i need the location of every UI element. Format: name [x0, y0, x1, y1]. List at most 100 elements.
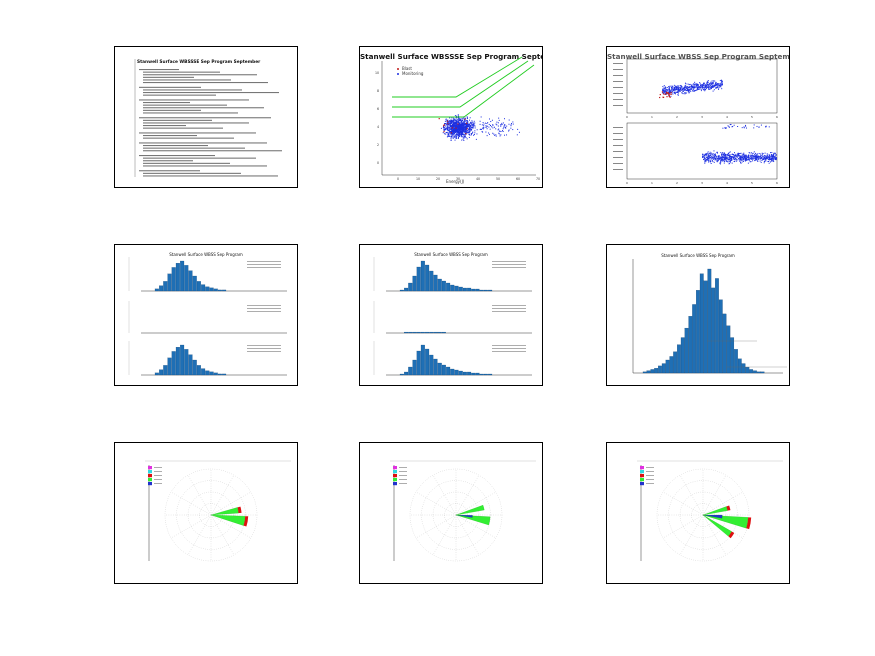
scatter-split-bottom-top-point-1: [743, 126, 745, 128]
scatter-main-highlight-4: [465, 122, 468, 125]
scatter-split-bottom-point-502: [732, 154, 734, 156]
scatter-split-bottom-point-429: [774, 159, 776, 161]
rose-3-wedge-0: [702, 514, 749, 529]
scatter-main-point-77: [452, 135, 454, 137]
scatter-split-top-point-352: [709, 84, 711, 86]
scatter-split-bottom-point-139: [748, 152, 750, 154]
hist-1-chart: [128, 257, 287, 376]
rose-3-legend-text-1: [646, 471, 654, 472]
scatter-main-point-446: [460, 118, 462, 120]
scatter-split-top-point-217: [721, 84, 723, 86]
scatter-main-point-851: [459, 133, 461, 135]
scatter-split-top-point-1: [667, 90, 669, 92]
scatter-main-point-541: [467, 130, 469, 132]
scatter-split-top-point-284: [688, 86, 690, 88]
scatter-main-point-612: [474, 125, 476, 127]
scatter-main-point-795: [463, 129, 465, 131]
hist-1-bar-0-13: [209, 287, 214, 292]
scatter-main-point-101: [500, 125, 502, 127]
scatter-main-point-405: [449, 131, 451, 133]
scatter-split-bottom-point-472: [759, 157, 761, 159]
scatter-main-point-616: [474, 132, 476, 134]
scatter-split-bottom-point-450: [737, 159, 739, 161]
scatter-main-point-501: [453, 135, 455, 137]
scatter-split-bottom-point-525: [718, 155, 720, 157]
scatter-main-point-961: [461, 128, 463, 130]
scatter-split-top-point-434: [677, 85, 679, 87]
scatter-split-top-point-491: [700, 87, 702, 89]
scatter-main-xlabel: Energy(J): [446, 179, 465, 184]
scatter-split-top-point-437: [705, 85, 707, 87]
scatter-main-point-1065: [457, 135, 459, 137]
scatter-main-point-636: [496, 121, 498, 123]
scatter-main-point-1034: [448, 127, 450, 129]
scatter-split-bottom-point-378: [737, 157, 739, 159]
scatter-main-point-974: [452, 128, 454, 130]
scatter-split-top-point-336: [715, 87, 717, 89]
scatter-main-legend-0: Blast: [402, 66, 412, 71]
scatter-split-bottom-point-286: [711, 160, 713, 162]
scatter-split-bottom-point-241: [728, 158, 730, 160]
hist-1-legend-line-2-2: [247, 351, 281, 352]
rose-1-panel: [114, 442, 298, 584]
scatter-split-top-hl-1: [666, 93, 668, 95]
scatter-split-bottom-point-155: [764, 155, 766, 157]
rose-3-panel: [606, 442, 790, 584]
scatter-main-xtick-2: 20: [436, 177, 440, 181]
scatter-split-top-point-422: [674, 89, 676, 91]
scatter-split-bottom-point-576: [755, 155, 757, 157]
scatter-split-bottom-top-point-7: [728, 126, 730, 128]
scatter-split-top-point-31: [697, 85, 699, 87]
scatter-main-point-1086: [463, 117, 465, 119]
scatter-main-point-42: [449, 117, 451, 119]
summary-line-0: [139, 69, 179, 71]
scatter-split-top-point-226: [675, 91, 677, 93]
scatter-split-top-point-204: [664, 86, 666, 88]
scatter-main-point-819: [461, 134, 463, 136]
scatter-split-bottom-point-102: [727, 161, 729, 163]
rose-2-legend-swatch-1: [393, 470, 397, 474]
scatter-main-point-688: [452, 123, 454, 125]
summary-line-24: [139, 142, 267, 144]
rose-2-wedge-1: [455, 505, 485, 516]
scatter-main-point-407: [510, 125, 512, 127]
scatter-main-title: Stanwell Surface WBSSSE Sep Program Sept…: [360, 52, 542, 61]
scatter-split-bottom-point-137: [733, 154, 735, 156]
scatter-split-bottom-point-540: [744, 155, 746, 157]
scatter-split-bottom-point-536: [769, 156, 771, 158]
scatter-split-bottom-top-point-9: [745, 125, 747, 127]
hist-3-bar-16: [703, 280, 708, 374]
rose-2-legend-text-0: [399, 467, 407, 468]
scatter-main-point-376: [448, 133, 450, 135]
scatter-main-point-889: [510, 127, 512, 129]
scatter-split-top-point-146: [702, 86, 704, 88]
scatter-split-bottom-point-660: [750, 156, 752, 158]
scatter-split-bottom-point-595: [702, 154, 704, 156]
scatter-main-highlight-2: [450, 132, 452, 134]
summary-line-31: [143, 162, 230, 164]
scatter-main-point-1057: [450, 123, 452, 125]
scatter-split-top-point-488: [683, 87, 685, 89]
scatter-split-bottom-point-354: [742, 157, 744, 159]
scatter-main-point-323: [459, 122, 461, 124]
scatter-split-top-point-212: [687, 83, 689, 85]
scatter-split-top-point-125: [683, 88, 685, 90]
scatter-split-bottom-point-425: [743, 158, 745, 160]
scatter-split-top-point-265: [671, 90, 673, 92]
scatter-main-point-220: [448, 135, 450, 137]
scatter-main-point-956: [450, 127, 452, 129]
scatter-main-point-646: [465, 130, 467, 132]
scatter-split-bottom-top-point-24: [725, 127, 727, 129]
scatter-main-point-94: [468, 133, 470, 135]
scatter-split-top-point-231: [712, 84, 714, 86]
scatter-split-bottom-point-602: [755, 158, 757, 160]
scatter-split-bottom-point-474: [754, 154, 756, 156]
scatter-split-top-point-315: [681, 88, 683, 90]
scatter-split-bottom-point-401: [770, 161, 772, 163]
scatter-split-bottom-point-517: [764, 160, 766, 162]
scatter-split-top-point-304: [718, 88, 720, 90]
scatter-split-top-point-277: [687, 90, 689, 92]
scatter-split-top-point-332: [702, 88, 704, 90]
scatter-main-point-2: [493, 133, 495, 135]
scatter-main-point-1095: [456, 131, 458, 133]
